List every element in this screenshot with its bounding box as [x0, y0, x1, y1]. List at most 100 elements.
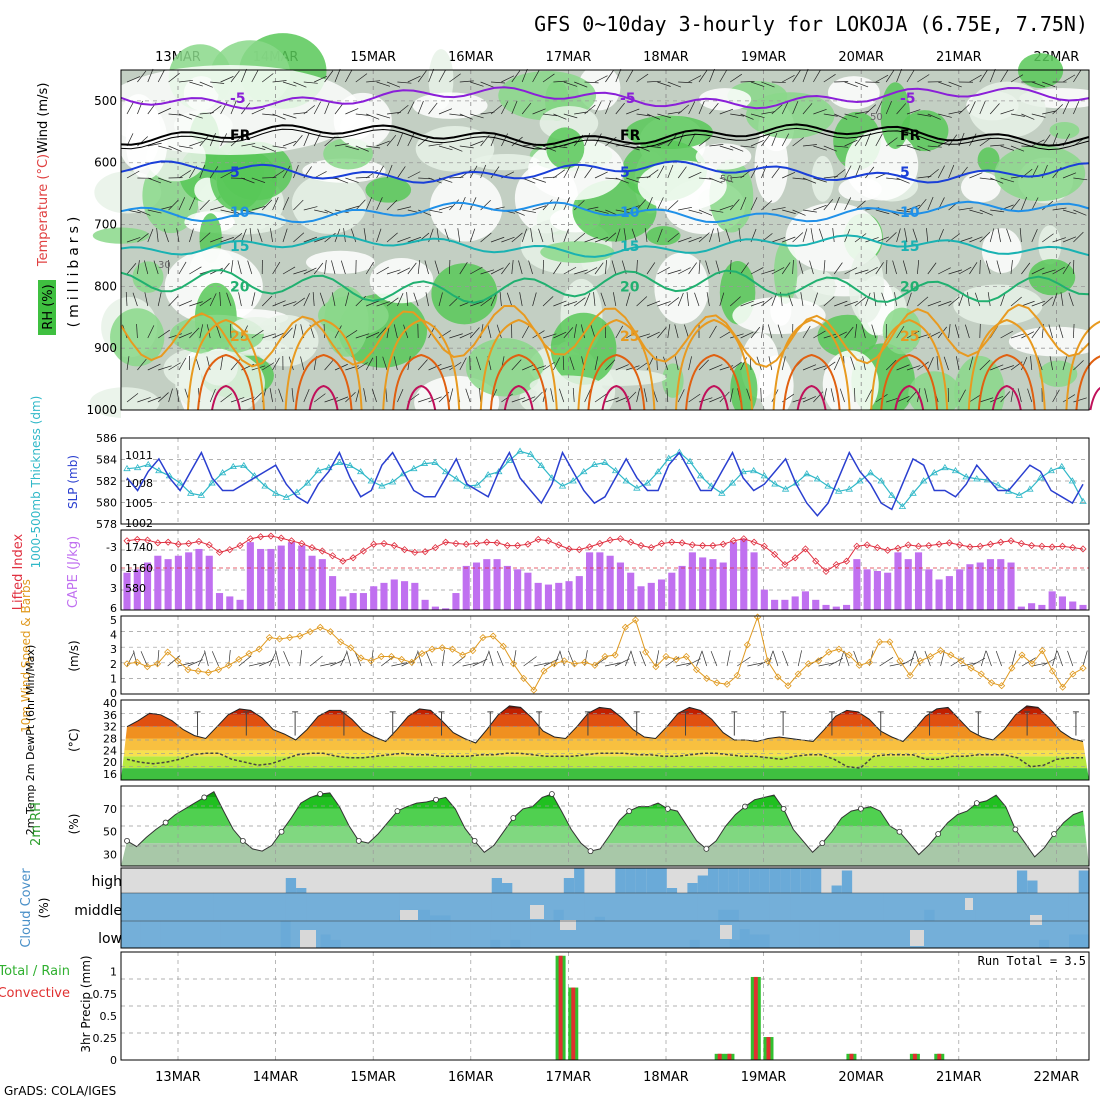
thickness-point — [293, 488, 301, 495]
panel-frame — [120, 785, 1090, 867]
wind-barb — [781, 101, 789, 115]
wind-barb — [802, 68, 809, 83]
wind-barb — [706, 292, 710, 307]
wind-barb — [1073, 323, 1075, 339]
wind-barb — [542, 199, 553, 211]
thickness-point — [739, 467, 747, 475]
wind-barb — [709, 177, 723, 184]
wind-barb — [532, 292, 537, 307]
thickness-point — [856, 477, 864, 484]
wind-barb — [1073, 177, 1088, 181]
wind-speed-point — [469, 647, 477, 655]
cape-bar — [575, 576, 583, 610]
wind-barb — [643, 388, 648, 403]
wind-barb — [584, 166, 594, 179]
wind-barb — [324, 100, 331, 115]
wind-barb — [1000, 69, 1009, 83]
wind-speed-point — [764, 657, 772, 665]
lowlevel-contour — [977, 353, 1036, 411]
wind-barb — [230, 70, 240, 83]
wind-barb — [644, 228, 648, 243]
cloud-bar — [707, 868, 719, 893]
wind-barb — [657, 113, 671, 119]
wind-barb — [355, 333, 370, 339]
date-label-bottom: 19MAR — [741, 1070, 787, 1085]
wind-barb — [511, 100, 518, 115]
rh-point — [548, 791, 555, 797]
temp-line — [126, 705, 1084, 744]
wind-barb-10m — [496, 651, 504, 667]
wind-barb — [886, 177, 901, 180]
panel-lifted-cape: Lifted Index CAPE (J/kg) -30361740116058… — [11, 530, 1089, 615]
wind-barb — [393, 324, 398, 339]
cloud-bar — [759, 868, 771, 893]
wind-barb — [125, 292, 128, 307]
lifted-index-point — [514, 541, 522, 550]
wind-barb — [906, 330, 920, 339]
cape-bar — [390, 579, 398, 610]
wind-barb — [355, 362, 368, 371]
wind-barb — [1000, 145, 1015, 151]
wind-barb — [501, 101, 509, 115]
wind-speed-point — [214, 666, 223, 674]
wind-barb — [865, 266, 878, 275]
wind-barb — [573, 164, 580, 179]
wind-barb-10m — [696, 650, 703, 667]
cape-bar — [565, 581, 573, 610]
contour-label: 15 — [900, 239, 919, 255]
thickness-point — [282, 493, 291, 500]
wind-barb — [1052, 207, 1067, 211]
wind-barb — [428, 364, 442, 371]
lifted-index-point — [154, 539, 162, 547]
wind-barb-10m — [309, 655, 323, 667]
wind-barb — [771, 104, 783, 115]
wind-barb — [417, 70, 427, 83]
wind-barb — [168, 362, 181, 371]
thickness-point — [951, 466, 960, 474]
wind-barb — [126, 237, 141, 243]
wind-barb — [376, 165, 384, 179]
wind-barb — [844, 197, 852, 211]
wind-barb — [782, 75, 795, 83]
wind-barb — [199, 324, 204, 339]
lowlevel-contour — [294, 353, 353, 411]
wind-barb — [740, 300, 754, 307]
wind-barb — [657, 81, 671, 87]
lowlevel-contour — [284, 318, 363, 411]
panel-frame — [120, 615, 1090, 695]
wind-barb — [678, 237, 692, 243]
rh-point — [124, 837, 130, 844]
wind-speed-point — [601, 652, 609, 661]
wind-barb — [832, 228, 835, 243]
wind-speed-point — [428, 645, 436, 653]
wind-barb — [938, 113, 952, 118]
wind-barb — [615, 143, 630, 147]
wind-barb — [615, 68, 622, 83]
wind-speed-point — [550, 660, 558, 668]
wind-barb — [750, 267, 764, 275]
cloud-cell-bg — [234, 868, 246, 893]
cape-bar — [483, 559, 491, 610]
wind-barb — [542, 73, 555, 83]
cape-bar — [832, 606, 840, 610]
wind-barb — [626, 205, 640, 211]
label-slp: SLP (mb) — [66, 455, 80, 509]
rh-blob — [1049, 121, 1080, 139]
thickness-point — [919, 477, 928, 484]
wind-speed-point — [225, 661, 233, 669]
lifted-index-point — [442, 538, 450, 546]
cape-bar — [1079, 604, 1087, 610]
label-10m-wind: 10m Wind Speed & Barbs — [19, 579, 33, 733]
pressure-tick-label: 700 — [94, 218, 117, 232]
wind-barb-10m — [211, 651, 219, 667]
wind-barb — [314, 171, 327, 179]
wind-barb — [1021, 262, 1031, 275]
wind-barb — [698, 70, 708, 83]
wind-barb — [839, 388, 845, 403]
wind-barb-10m — [710, 650, 718, 667]
cape-bar — [359, 593, 367, 610]
wind-barb — [729, 199, 740, 211]
thickness-point — [973, 475, 981, 482]
wind-barb — [750, 197, 758, 211]
wind-barb-10m — [1021, 657, 1036, 667]
